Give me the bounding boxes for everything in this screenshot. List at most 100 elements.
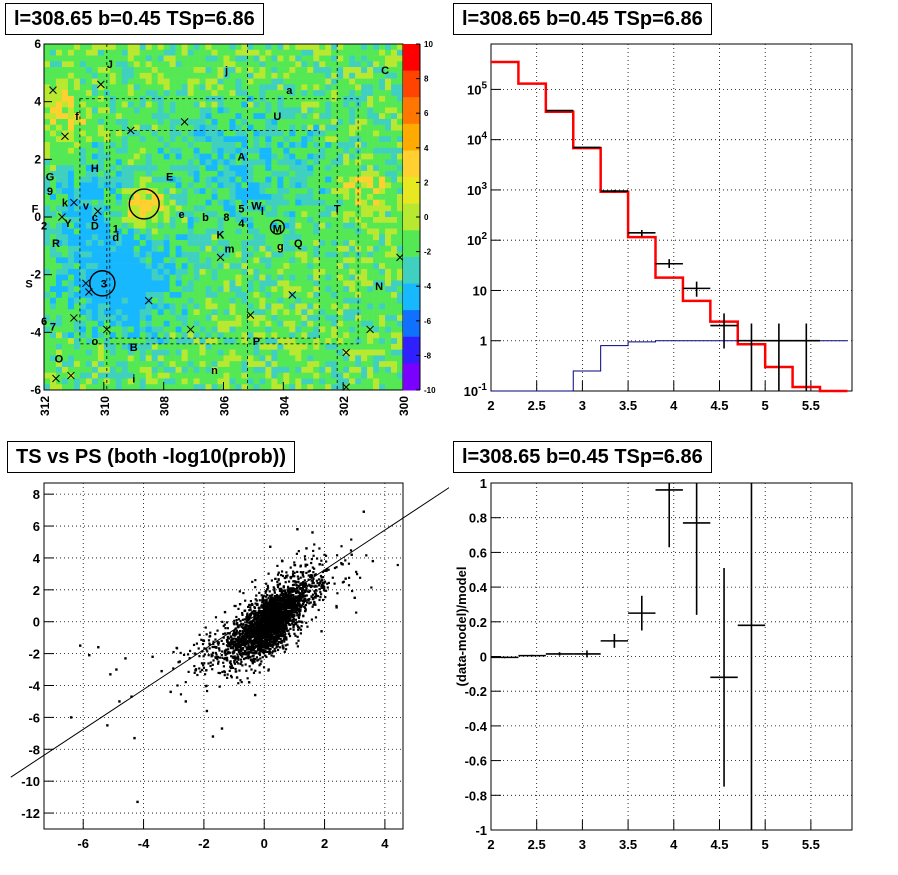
- scatter-point: [251, 624, 254, 628]
- scatter-point: [241, 623, 245, 626]
- source-label: 6: [41, 316, 47, 328]
- scatter-point: [264, 591, 267, 594]
- scatter-point: [300, 625, 303, 628]
- scatter-point: [289, 627, 292, 630]
- source-marker: [96, 80, 105, 89]
- scatter-point: [259, 642, 262, 646]
- scatter-point: [267, 669, 270, 672]
- scatter-point: [276, 622, 279, 625]
- scatter-point: [320, 576, 323, 579]
- colorbar-tick-label: 4: [424, 144, 429, 153]
- x-tick-label: 5: [762, 398, 769, 413]
- scatter-point: [299, 565, 302, 568]
- scatter-point: [235, 623, 239, 626]
- source-label: U: [273, 111, 281, 123]
- scatter-point: [297, 639, 300, 642]
- scatter-point: [305, 589, 308, 592]
- scatter-point: [294, 608, 297, 611]
- scatter-point: [286, 604, 289, 607]
- scatter-point: [257, 632, 260, 635]
- source-label: K: [217, 229, 225, 241]
- scatter-point: [305, 547, 308, 550]
- source-marker: [342, 383, 351, 391]
- scatter-point: [287, 601, 291, 605]
- scatter-point: [261, 595, 265, 598]
- scatter-point: [326, 582, 329, 585]
- x-tick-label: 3.5: [619, 398, 637, 413]
- scatter-point: [294, 622, 297, 626]
- scatter-point: [223, 670, 226, 673]
- source-marker: [70, 314, 78, 322]
- scatter-point: [245, 629, 248, 633]
- scatter-point: [241, 618, 245, 621]
- scatter-point: [79, 644, 82, 647]
- ts-vs-ps-scatter-chart: -6 -4 -2 0 2 4 8 6 4 2 0 -2 -4 -6 -8 -10 -12: [10, 482, 449, 851]
- scatter-point: [272, 618, 276, 622]
- source-label: 1: [113, 224, 119, 236]
- scatter-point: [301, 588, 304, 591]
- scatter-point: [242, 591, 245, 595]
- source-label: n: [211, 365, 218, 377]
- y-axis-label: (data-model)/model: [454, 567, 469, 687]
- scatter-point: [250, 668, 253, 671]
- dashed-region-1: [109, 130, 320, 339]
- scatter-point: [292, 601, 295, 604]
- scatter-point: [252, 612, 255, 615]
- x-tick-label: 2.5: [528, 398, 546, 413]
- scatter-point: [287, 580, 291, 583]
- scatter-point: [304, 565, 307, 568]
- scatter-point: [270, 597, 273, 601]
- scatter-point: [252, 641, 255, 644]
- scatter-point: [284, 621, 287, 625]
- scatter-point: [294, 606, 297, 609]
- scatter-point: [301, 573, 304, 577]
- source-label: J: [107, 59, 113, 71]
- scatter-point: [252, 648, 255, 651]
- y-tick-label: 6: [34, 37, 41, 51]
- scatter-point: [264, 647, 267, 650]
- scatter-point: [272, 655, 275, 658]
- scatter-point: [273, 588, 276, 592]
- scatter-point: [325, 560, 328, 563]
- scatter-point: [322, 576, 325, 579]
- scatter-point: [257, 645, 261, 648]
- scatter-point: [396, 563, 399, 567]
- scatter-point: [302, 580, 305, 584]
- scatter-point: [260, 643, 263, 646]
- scatter-point: [282, 585, 285, 588]
- scatter-point: [286, 595, 289, 598]
- scatter-point: [293, 599, 296, 602]
- y-tick-label: -1: [475, 823, 487, 838]
- scatter-point: [279, 640, 282, 643]
- scatter-point: [293, 589, 296, 592]
- scatter-point: [243, 618, 246, 621]
- scatter-point: [286, 629, 289, 633]
- scatter-point: [303, 610, 307, 613]
- scatter-point: [261, 656, 264, 659]
- scatter-point: [240, 643, 243, 646]
- scatter-point: [237, 624, 240, 627]
- scatter-point: [244, 652, 247, 655]
- scatter-point: [266, 635, 270, 639]
- scatter-point: [262, 642, 265, 645]
- scatter-point: [206, 650, 209, 653]
- scatter-point: [276, 580, 279, 583]
- scatter-point: [281, 611, 284, 614]
- scatter-point: [282, 603, 285, 607]
- scatter-point: [124, 657, 127, 660]
- scatter-point: [278, 626, 281, 630]
- scatter-point: [355, 611, 358, 614]
- colorbar-tick-label: 10: [424, 40, 433, 49]
- y-tick-label: -10: [21, 774, 40, 789]
- y-tick-label: -2: [28, 647, 40, 662]
- y-tick-label: -4: [30, 325, 41, 339]
- scatter-point: [69, 716, 73, 719]
- scatter-point: [207, 662, 210, 665]
- scatter-point: [292, 603, 295, 606]
- scatter-point: [245, 623, 248, 626]
- scatter-point: [225, 648, 228, 651]
- scatter-point: [290, 598, 293, 601]
- scatter-point: [264, 609, 267, 612]
- scatter-point: [293, 587, 296, 591]
- scatter-point: [271, 629, 275, 632]
